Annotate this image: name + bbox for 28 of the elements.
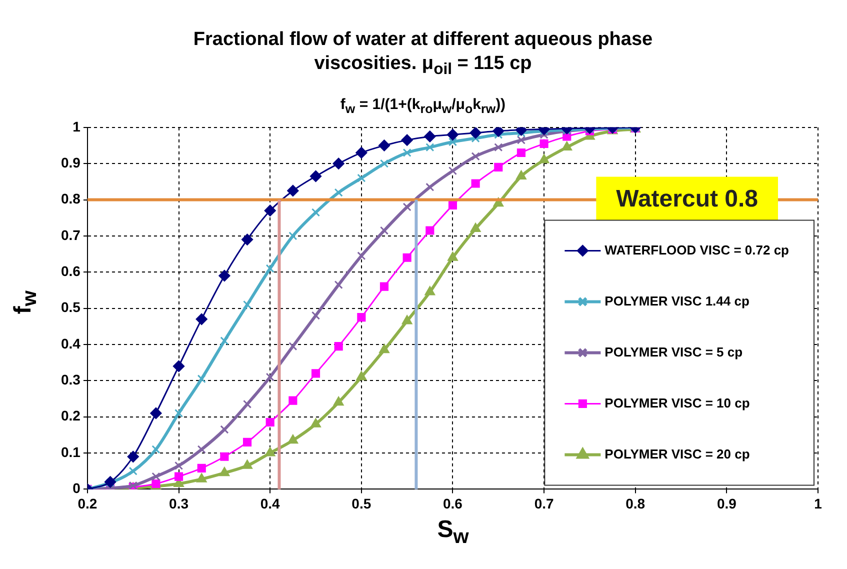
x-tick-label: 0.8 xyxy=(626,495,646,512)
x-tick-label: 0.9 xyxy=(716,495,737,512)
x-tick-label: 0.4 xyxy=(260,495,280,512)
x-tick-label: 0.6 xyxy=(442,495,463,512)
y-tick-label: 0.3 xyxy=(60,371,81,388)
chart-title: Fractional flow of water at different aqueous phase viscosities. μ$_{oil}$ = 115 cp xyxy=(192,28,654,80)
text: f$_{w}$ = 1/(1+(k$_{ro}$μ$_{w}$/μ$_{o}$k$_{rw}$)) xyxy=(340,96,506,116)
y-tick-label: 1 xyxy=(72,118,81,134)
y-tick-label: 0.9 xyxy=(60,154,81,170)
legend-label: POLYMER VISC 1.44 cp xyxy=(604,293,750,308)
y-tick-label: 0.8 xyxy=(60,190,81,206)
y-tick-label: 0.1 xyxy=(60,444,81,460)
legend-label: POLYMER VISC = 20 cp xyxy=(604,446,750,462)
y-tick-label: 0.7 xyxy=(60,226,81,243)
y-tick-label: 0.4 xyxy=(60,335,81,352)
x-tick-label: 0.7 xyxy=(534,495,554,512)
y-tick-label: 0.6 xyxy=(60,262,81,279)
legend-label: WATERFLOOD VISC = 0.72 cp xyxy=(604,242,790,258)
x-tick-label: 0.3 xyxy=(169,495,189,512)
y-tick-label: 0.5 xyxy=(60,298,81,315)
legend-label: POLYMER VISC = 5 cp xyxy=(604,344,743,360)
ref-line-label: Watercut 0.8 xyxy=(616,185,758,212)
x-tick-label: 1 xyxy=(814,495,822,512)
y-tick-label: 0 xyxy=(72,480,81,496)
y-tick-label: 0.2 xyxy=(60,407,81,424)
x-axis-title: S$_{w}$ xyxy=(436,516,470,549)
x-tick-label: 0.5 xyxy=(352,495,372,512)
legend-label: POLYMER VISC = 10 cp xyxy=(604,395,750,410)
